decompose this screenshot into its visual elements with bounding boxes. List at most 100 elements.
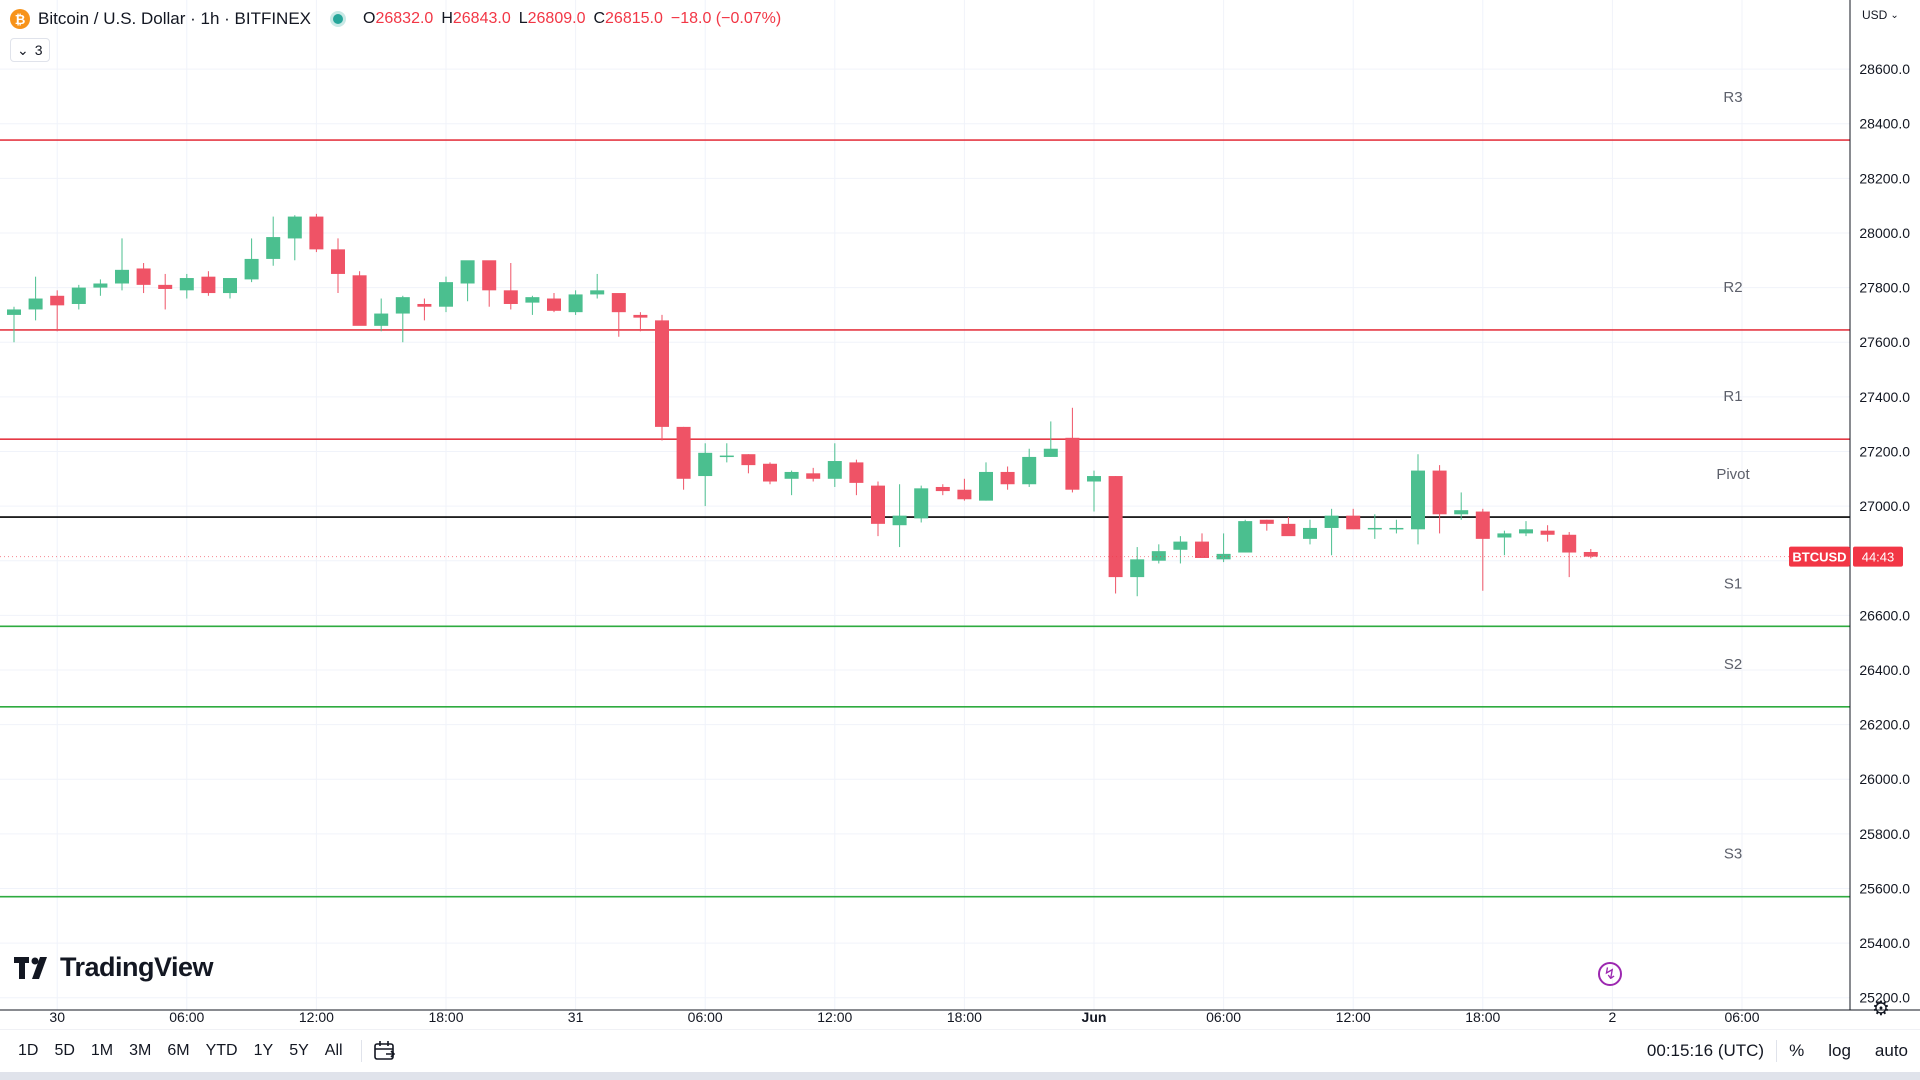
price-tick-label: 28000.0 bbox=[1859, 225, 1910, 241]
level-label-r2: R2 bbox=[1723, 279, 1742, 296]
tradingview-logo[interactable]: TradingView bbox=[14, 952, 214, 983]
candle-body bbox=[158, 284, 173, 289]
price-tick-label: 27000.0 bbox=[1859, 498, 1910, 514]
time-tick-label: 06:00 bbox=[1724, 1009, 1759, 1025]
candle-body bbox=[1108, 476, 1123, 578]
candle-body bbox=[50, 295, 65, 306]
range-ytd[interactable]: YTD bbox=[205, 1042, 238, 1059]
tradingview-mark-icon bbox=[14, 956, 47, 979]
chevron-down-icon: ⌄ bbox=[17, 41, 29, 58]
candle-body bbox=[957, 489, 972, 500]
candle-body bbox=[201, 276, 216, 294]
time-tick-label: 12:00 bbox=[817, 1009, 852, 1025]
time-tick-label: 06:00 bbox=[688, 1009, 723, 1025]
range-3m[interactable]: 3M bbox=[129, 1042, 152, 1059]
candle-body bbox=[460, 260, 475, 284]
close-value: 26815.0 bbox=[605, 10, 663, 27]
candle-body bbox=[590, 290, 605, 295]
bottom-toolbar: 1D 5D 1M 3M 6M YTD 1Y 5Y All 00:15:16 (UTC) % lo… bbox=[0, 1030, 1920, 1072]
chart-header: ₿ Bitcoin / U.S. Dollar · 1h · BITFINEX … bbox=[10, 8, 789, 30]
candle-body bbox=[71, 287, 86, 304]
candle-body bbox=[655, 320, 669, 427]
price-tick-label: 25600.0 bbox=[1859, 880, 1910, 896]
candle-body bbox=[417, 303, 432, 307]
indicators-toggle[interactable]: ⌄ 3 bbox=[10, 38, 50, 62]
log-toggle[interactable]: log bbox=[1828, 1041, 1851, 1060]
time-tick-label: 06:00 bbox=[169, 1009, 204, 1025]
candle-body bbox=[1583, 551, 1598, 557]
candle-body bbox=[28, 298, 43, 310]
utc-clock[interactable]: 00:15:16 (UTC) bbox=[1646, 1041, 1765, 1060]
candle-body bbox=[1043, 448, 1058, 457]
candle-body bbox=[741, 454, 756, 466]
low-label: L bbox=[518, 10, 528, 27]
candle-body bbox=[827, 461, 842, 479]
range-1d[interactable]: 1D bbox=[18, 1042, 39, 1059]
level-label-s3: S3 bbox=[1724, 846, 1742, 863]
candle-body bbox=[1303, 527, 1317, 539]
candle-body bbox=[1540, 530, 1555, 535]
currency-button[interactable]: USD ⌄ bbox=[1862, 8, 1899, 22]
range-5d[interactable]: 5D bbox=[54, 1042, 75, 1059]
low-value: 26809.0 bbox=[527, 10, 586, 27]
candle-body bbox=[1259, 519, 1274, 524]
price-tick-label: 27200.0 bbox=[1859, 443, 1910, 459]
currency-label: USD bbox=[1862, 8, 1888, 22]
percent-toggle[interactable]: % bbox=[1789, 1041, 1805, 1060]
candle-body bbox=[309, 216, 324, 250]
candle-body bbox=[1346, 515, 1361, 530]
price-tick-label: 25400.0 bbox=[1859, 935, 1910, 951]
candle-body bbox=[1367, 527, 1382, 530]
candle-body bbox=[374, 313, 389, 326]
time-tick-label: 12:00 bbox=[299, 1009, 334, 1025]
range-1y[interactable]: 1Y bbox=[253, 1042, 274, 1059]
price-tag-symbol-box bbox=[1789, 546, 1850, 567]
level-label-r1: R1 bbox=[1723, 388, 1742, 405]
range-5y[interactable]: 5Y bbox=[289, 1042, 309, 1059]
symbol-title[interactable]: Bitcoin / U.S. Dollar · 1h · BITFINEX bbox=[38, 9, 312, 28]
price-tick-label: 27400.0 bbox=[1859, 389, 1910, 405]
time-tick-label: 18:00 bbox=[947, 1009, 982, 1025]
candle-body bbox=[1065, 437, 1080, 490]
settings-gear-icon[interactable]: ⚙ bbox=[1872, 998, 1890, 1020]
time-tick-label: 18:00 bbox=[1465, 1009, 1500, 1025]
candle-body bbox=[784, 471, 799, 479]
bottom-strip bbox=[0, 1072, 1920, 1080]
candle-body bbox=[849, 462, 864, 483]
indicators-count: 3 bbox=[34, 42, 43, 58]
candle-body bbox=[1475, 511, 1490, 539]
open-label: O bbox=[363, 10, 376, 27]
level-label-r3: R3 bbox=[1723, 89, 1742, 106]
candle-body bbox=[1173, 541, 1188, 550]
candle-body bbox=[244, 258, 259, 280]
time-tick-label: 30 bbox=[49, 1009, 65, 1025]
level-label-s1: S1 bbox=[1724, 575, 1742, 592]
candle-body bbox=[1022, 456, 1037, 485]
price-tag-countdown: 44:43 bbox=[1862, 550, 1895, 565]
time-tick-label: 18:00 bbox=[428, 1009, 463, 1025]
divider bbox=[1776, 1040, 1778, 1062]
auto-toggle[interactable]: auto bbox=[1874, 1041, 1908, 1060]
bottom-right-controls: 00:15:16 (UTC) % log auto bbox=[1635, 1030, 1920, 1072]
candle-body bbox=[719, 455, 734, 458]
lightning-icon[interactable]: ↯ bbox=[1598, 962, 1622, 986]
range-1m[interactable]: 1M bbox=[90, 1042, 114, 1059]
range-all[interactable]: All bbox=[324, 1042, 343, 1059]
candle-body bbox=[979, 471, 993, 501]
candle-body bbox=[1238, 521, 1253, 553]
candle-body bbox=[871, 485, 885, 524]
candle-body bbox=[1389, 527, 1404, 530]
chart-grid bbox=[0, 0, 1850, 1010]
price-tick-label: 26200.0 bbox=[1859, 717, 1910, 733]
pivot-levels: R3 R2 R1 Pivot S1 S2 S3 bbox=[0, 89, 1850, 898]
market-status-icon bbox=[333, 14, 344, 24]
time-tick-label: 31 bbox=[568, 1009, 584, 1025]
candle-body bbox=[1151, 551, 1166, 561]
price-axis: 25200.0 25400.0 25600.0 25800.0 26000.0 26200… bbox=[0, 0, 1910, 1010]
range-6m[interactable]: 6M bbox=[167, 1042, 190, 1059]
candle-body bbox=[547, 298, 561, 311]
candle-body bbox=[352, 275, 367, 326]
calendar-goto-icon[interactable] bbox=[372, 1040, 398, 1062]
price-tick-label: 27800.0 bbox=[1859, 280, 1910, 296]
